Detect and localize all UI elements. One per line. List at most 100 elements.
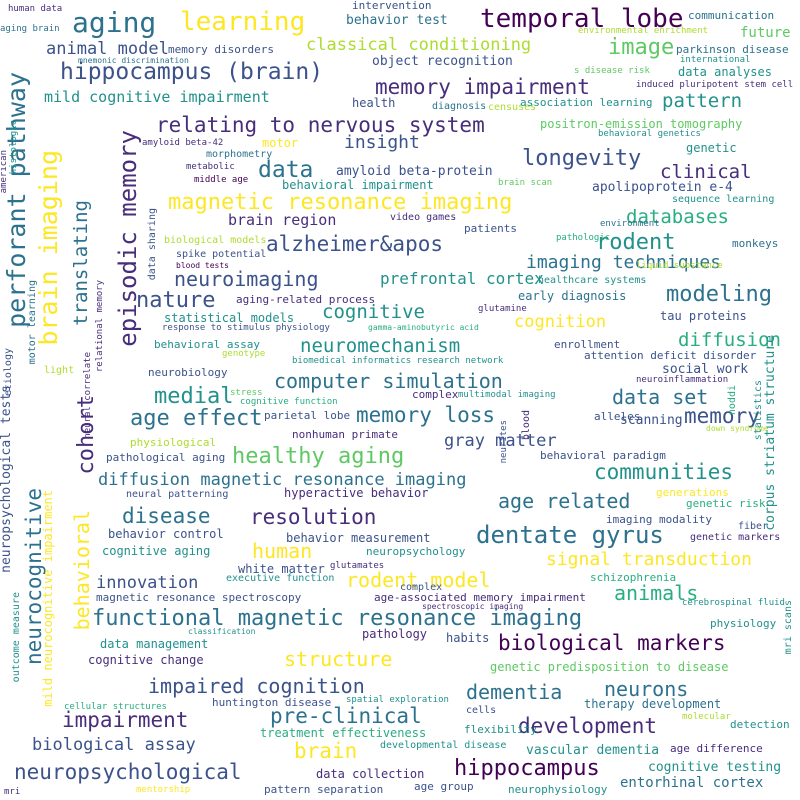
cloud-word: future	[740, 25, 791, 41]
cloud-word: pre-clinical	[270, 704, 422, 728]
cloud-word: data analyses	[678, 65, 772, 79]
cloud-word: genetic predisposition to disease	[490, 660, 729, 674]
cloud-word: behavioral paradigm	[540, 449, 666, 462]
cloud-word: hippocampus	[454, 756, 600, 781]
cloud-word: dementia	[466, 680, 563, 704]
cloud-word: induced pluripotent stem cell	[636, 80, 794, 90]
cloud-word: memory loss	[356, 403, 496, 427]
cloud-word: early diagnosis	[518, 289, 627, 303]
cloud-word: biomedical informatics research network	[292, 356, 504, 366]
cloud-word: databases	[626, 206, 729, 228]
cloud-word: brain	[294, 739, 358, 763]
cloud-word: magnetic resonance imaging	[168, 190, 513, 215]
cloud-word: video games	[390, 212, 457, 223]
cloud-word: imaging techniques	[526, 252, 722, 273]
cloud-word: data sharing	[147, 208, 158, 281]
cloud-word: functional magnetic resonance imaging	[92, 606, 583, 631]
cloud-word: morphometry	[206, 149, 273, 160]
cloud-word: genetic markers	[690, 532, 781, 543]
cloud-word: complex	[400, 582, 443, 593]
cloud-word: neurobiology	[148, 366, 228, 379]
cloud-word: flexibility	[464, 723, 537, 736]
cloud-word: spatial exploration	[346, 695, 449, 705]
cloud-word: environmental enrichment	[578, 26, 709, 36]
cloud-word: aging	[72, 6, 157, 39]
cloud-word: mild neurocognitive impairment	[41, 490, 55, 707]
cloud-word: pattern separation	[264, 783, 384, 796]
cloud-word: nature	[136, 288, 216, 313]
cloud-word: communication	[688, 9, 775, 22]
cloud-word: behavioral	[70, 510, 94, 631]
cloud-word: biological assay	[32, 735, 196, 755]
cloud-word: healthcare systems	[538, 275, 647, 286]
cloud-word: cells	[466, 705, 497, 716]
cloud-word: animal model	[46, 39, 169, 59]
cloud-word: insight	[344, 132, 420, 153]
cloud-word: biological models	[164, 235, 267, 246]
cloud-word: innovation	[96, 573, 199, 593]
cloud-word: prefrontal cortex	[380, 269, 544, 288]
cloud-word: aging-related process	[236, 293, 376, 306]
cloud-word: light	[44, 365, 75, 376]
cloud-word: hippocampus (brain)	[60, 59, 324, 85]
cloud-word: corpus striatum structure	[763, 335, 778, 531]
cloud-word: association learning	[520, 96, 653, 109]
cloud-word: glutamine	[478, 304, 527, 314]
cloud-word: complex	[412, 388, 459, 401]
cloud-word: impaired cognition	[148, 674, 365, 698]
cloud-word: glutamates	[330, 561, 385, 571]
cloud-word: cellular structures	[64, 702, 167, 712]
cloud-word: data set	[612, 385, 709, 409]
cloud-word: genetic risk	[686, 497, 766, 510]
cloud-word: fiber	[738, 521, 769, 532]
cloud-word: biological markers	[498, 631, 726, 655]
cloud-word: healthy aging	[232, 444, 405, 469]
cloud-word: dentate gyrus	[476, 521, 664, 549]
cloud-word: motor learning	[27, 280, 38, 365]
cloud-word: down syndrome	[706, 424, 769, 433]
cloud-word: motor	[262, 136, 299, 150]
cloud-word: detection	[730, 718, 790, 731]
cloud-word: development	[518, 714, 658, 738]
cloud-word: intervention	[352, 0, 432, 12]
cloud-word: magnetic resonance spectroscopy	[96, 591, 302, 604]
cloud-word: resolution	[250, 505, 377, 529]
cloud-word: behavioral genetics	[598, 129, 701, 139]
cloud-word: relational memory	[95, 280, 105, 373]
cloud-word: enrollment	[554, 338, 621, 351]
cloud-word: s disease risk	[574, 66, 650, 76]
cloud-word: generations	[656, 486, 729, 499]
cloud-word: cognitive	[322, 301, 425, 323]
cloud-word: disease	[122, 504, 211, 528]
cloud-word: environment	[600, 219, 660, 229]
cloud-word: alzheimer&apos	[266, 232, 444, 256]
cloud-word: behavior control	[108, 527, 224, 541]
cloud-word: image	[608, 35, 675, 60]
cloud-word: attention deficit disorder	[584, 349, 757, 362]
cloud-word: brain imaging	[34, 150, 63, 346]
cloud-word: pathology	[362, 627, 428, 641]
cloud-word: aging brain	[0, 24, 60, 34]
cloud-word: tau proteins	[660, 309, 747, 323]
cloud-word: memory impairment	[375, 75, 590, 99]
cloud-word: memory	[684, 404, 760, 428]
cloud-word: diffusion magnetic resonance imaging	[98, 470, 467, 490]
cloud-word: treatment effectiveness	[260, 726, 427, 740]
cloud-word: temporal lobe	[480, 4, 684, 34]
cloud-word: censuses	[488, 102, 537, 113]
cloud-word: response to stimulus physiology	[162, 323, 330, 333]
cloud-word: memory disorders	[168, 43, 274, 56]
cloud-word: habits	[446, 631, 490, 645]
cloud-word: signal transduction	[546, 549, 752, 570]
cloud-word: human data	[8, 4, 63, 14]
cloud-word: age effect	[130, 406, 263, 431]
cloud-word: neurons	[604, 677, 689, 701]
cloud-word: mri scans	[783, 600, 794, 655]
cloud-word: cognitive aging	[102, 544, 211, 558]
cloud-word: metabolic	[186, 162, 235, 172]
cloud-word: pattern	[662, 90, 743, 112]
cloud-word: hyperactive behavior	[284, 486, 429, 500]
cloud-word: mri	[4, 787, 21, 797]
cloud-word: translating	[70, 200, 92, 326]
